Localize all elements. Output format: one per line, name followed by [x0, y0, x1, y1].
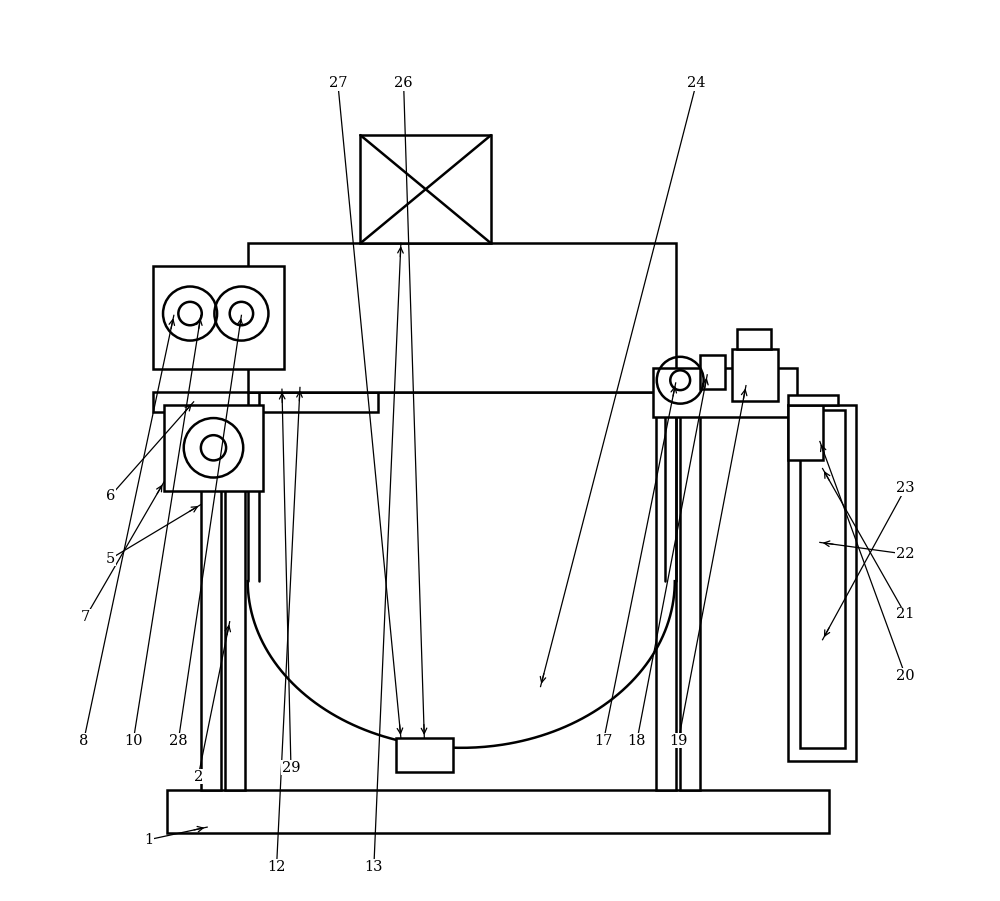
- Text: 22: 22: [896, 547, 915, 561]
- Text: 23: 23: [896, 481, 915, 496]
- Bar: [800, 410, 845, 748]
- Bar: [788, 395, 838, 405]
- Text: 17: 17: [594, 733, 613, 748]
- Text: 6: 6: [106, 488, 115, 503]
- Bar: [201, 412, 221, 790]
- Text: 28: 28: [169, 733, 188, 748]
- Bar: [164, 405, 263, 491]
- Bar: [788, 405, 823, 460]
- Bar: [153, 392, 378, 412]
- Bar: [788, 405, 856, 761]
- Text: 19: 19: [669, 733, 688, 748]
- Text: 1: 1: [144, 833, 153, 847]
- Bar: [167, 790, 829, 833]
- Bar: [680, 412, 700, 790]
- Text: 12: 12: [267, 860, 286, 874]
- Text: 2: 2: [194, 769, 203, 784]
- Text: 26: 26: [394, 76, 413, 90]
- Text: 29: 29: [282, 760, 300, 775]
- Bar: [153, 266, 284, 369]
- Text: 10: 10: [124, 733, 143, 748]
- Text: 8: 8: [79, 733, 88, 748]
- Bar: [396, 738, 453, 772]
- Text: 20: 20: [896, 669, 915, 683]
- Text: 24: 24: [687, 76, 706, 90]
- Bar: [656, 412, 676, 790]
- Bar: [653, 368, 797, 417]
- Bar: [732, 349, 778, 401]
- Text: 18: 18: [628, 733, 646, 748]
- Text: 13: 13: [365, 860, 383, 874]
- Bar: [700, 355, 725, 389]
- Bar: [360, 135, 491, 243]
- Bar: [248, 243, 676, 392]
- Bar: [225, 412, 245, 790]
- Text: 27: 27: [329, 76, 347, 90]
- Bar: [737, 329, 771, 349]
- Text: 5: 5: [106, 551, 115, 566]
- Text: 7: 7: [81, 610, 90, 624]
- Text: 21: 21: [896, 607, 915, 622]
